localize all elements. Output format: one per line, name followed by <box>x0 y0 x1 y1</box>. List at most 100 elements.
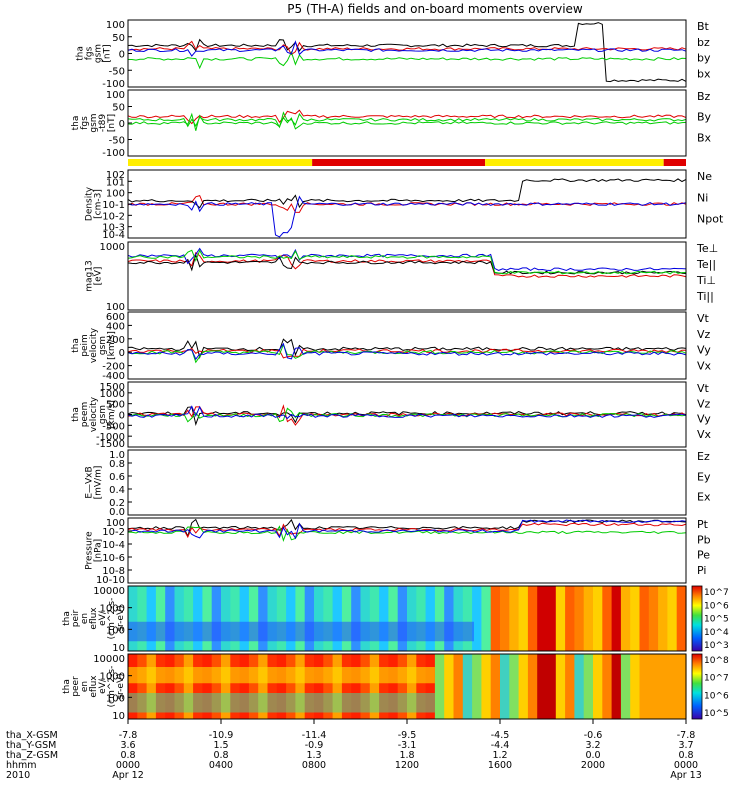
heatmap-cell <box>239 586 250 651</box>
heatmap-cell <box>341 586 352 651</box>
y-tick-label: 10-4 <box>102 540 125 551</box>
y-axis-label: gsm <box>98 405 108 424</box>
y-axis-label: tha <box>62 611 72 626</box>
legend-entry: Pi <box>697 564 706 577</box>
y-axis-label: tha <box>62 679 72 694</box>
heatmap-cell <box>360 586 371 651</box>
y-axis-label: en <box>80 681 90 692</box>
heatmap-cell <box>183 654 194 719</box>
series-line-ti <box>127 247 687 272</box>
y-tick-label: 102 <box>106 170 125 181</box>
series-line-ti <box>127 249 687 275</box>
y-tick-label: -50 <box>109 66 125 77</box>
y-axis-label: [nPa] <box>94 539 104 562</box>
y-axis-label: [km/s] <box>107 331 117 360</box>
heatmap-cell <box>639 586 650 651</box>
panel-frame <box>127 311 687 380</box>
y-axis-label: [eV] <box>94 267 104 286</box>
heatmap-cell <box>462 586 473 651</box>
y-axis-label: tha <box>76 46 86 61</box>
heatmap-cell <box>221 654 231 719</box>
y-tick-label: 100 <box>106 693 125 704</box>
heatmap-cell <box>658 586 668 651</box>
panel-status-bar <box>128 159 686 166</box>
heatmap-cell <box>276 586 287 651</box>
y-axis-label: (cm^2-s- <box>107 666 117 708</box>
heatmap-cell <box>407 654 417 719</box>
heatmap-cell <box>416 586 427 651</box>
y-tick-label: 10-2 <box>102 211 125 222</box>
y-axis-label: velocity <box>89 396 99 432</box>
series-line-pb <box>127 522 687 539</box>
y-tick-label: 200 <box>106 335 125 346</box>
y-axis-label: mag13 <box>85 260 95 291</box>
panel-frame <box>127 449 687 516</box>
legend-entry: Ne <box>697 170 712 183</box>
colorbar-tick-label: 10^3 <box>704 641 729 651</box>
legend-entry: Vt <box>697 312 710 325</box>
y-axis-label: eflux <box>89 675 99 698</box>
legend-entry: Vy <box>697 344 711 357</box>
y-tick-label: 10000 <box>93 654 125 665</box>
y-tick-label: 0 <box>119 411 125 422</box>
y-tick-label: 0.8 <box>109 459 125 470</box>
heatmap-cell <box>267 586 278 651</box>
y-axis-label: eV/ <box>98 610 108 626</box>
heatmap-cell <box>128 586 138 651</box>
heatmap-cell <box>407 586 417 651</box>
y-axis-label: eflux <box>89 607 99 630</box>
x-tick-label: 1.3 <box>306 750 321 761</box>
panel-frame <box>127 517 687 584</box>
heatmap-cell <box>128 654 138 719</box>
series-line-vt <box>127 406 687 426</box>
y-axis-label: Density <box>85 186 95 221</box>
y-tick-label: 10-1 <box>102 200 125 211</box>
heatmap-cell <box>462 654 473 719</box>
heatmap-cell <box>332 654 343 719</box>
y-tick-label: 100 <box>106 625 125 636</box>
series-line-vx <box>127 405 687 420</box>
heatmap-cell <box>397 654 408 719</box>
heatmap-cell <box>230 586 241 651</box>
x-tick-label: 0000 <box>674 760 698 771</box>
colorbar-tick-label: 10^7 <box>704 588 729 598</box>
y-tick-label: 10-6 <box>102 553 125 564</box>
heatmap-cell <box>639 654 650 719</box>
x-tick-label: -10.9 <box>209 730 234 741</box>
heatmap-cell <box>583 654 594 719</box>
y-axis-label: sr-eV) <box>116 673 126 699</box>
y-axis-label: gsm <box>98 336 108 355</box>
legend-entry: Npot <box>697 213 724 226</box>
legend-entry: Te|| <box>696 258 716 271</box>
heatmap-cell <box>509 654 520 719</box>
heatmap-cell <box>202 654 213 719</box>
series-line-vz <box>127 347 686 359</box>
x-tick-label: 0.0 <box>585 750 600 761</box>
heatmap-cell <box>500 654 510 719</box>
x-tick-label: -3.1 <box>398 740 417 751</box>
series-line-vx <box>127 342 687 361</box>
heatmap-cell <box>676 586 687 651</box>
heatmap-cell <box>295 654 306 719</box>
y-axis-label: tha <box>71 338 81 353</box>
series-line-pi <box>127 519 687 540</box>
legend-entry: Ti⊥ <box>696 274 716 287</box>
x-tick-label: 1.8 <box>399 750 414 761</box>
status-segment <box>128 159 313 166</box>
y-tick-label: 1000 <box>100 604 125 615</box>
heatmap-cell <box>546 654 557 719</box>
heatmap-cell <box>155 586 166 651</box>
legend-entry: Pb <box>697 533 711 546</box>
x-tick-label: 1600 <box>488 760 512 771</box>
heatmap-cell <box>527 586 538 651</box>
colorbar-tick-label: 10^4 <box>704 628 729 638</box>
heatmap-cell <box>509 586 520 651</box>
heatmap-cell <box>472 654 482 719</box>
y-tick-label: 10000 <box>93 586 125 597</box>
y-tick-label: -400 <box>102 371 125 382</box>
x-tick-label: -4.5 <box>491 730 510 741</box>
y-axis-label: [nT] <box>103 44 113 62</box>
panel-p4: Te⊥ Te|| Ti⊥ Ti|| 1000 100 mag13 [eV] <box>85 241 718 313</box>
